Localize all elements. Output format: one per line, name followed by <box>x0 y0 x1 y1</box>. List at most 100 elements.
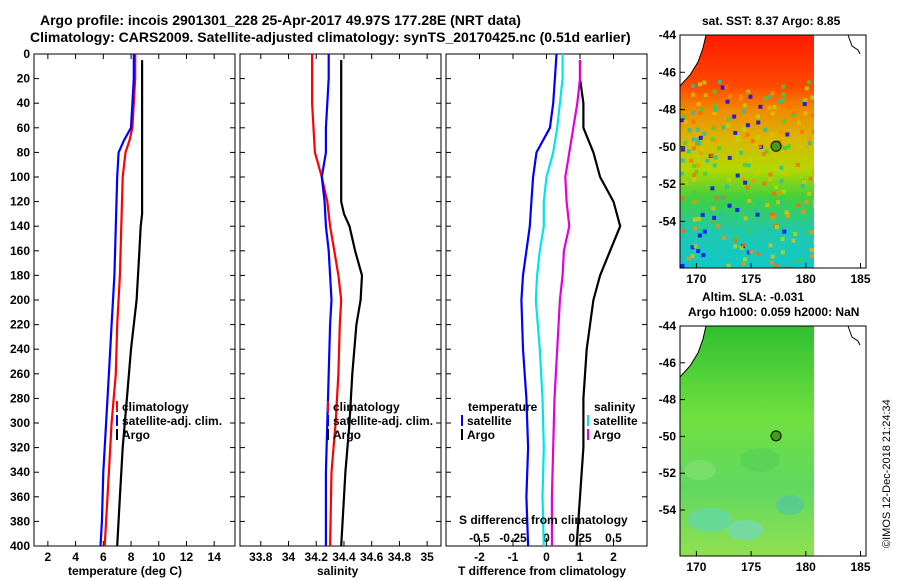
sst-pixel <box>735 138 740 143</box>
sla-no-data-region <box>814 326 866 556</box>
sst-pixel <box>765 203 770 208</box>
sst-pixel <box>697 233 702 238</box>
sst-pixel <box>690 83 695 88</box>
sst-pixel <box>774 225 779 230</box>
sst-pixel <box>722 235 727 240</box>
sst-pixel <box>770 111 775 116</box>
sst-pixel <box>686 256 691 261</box>
series-t-argo <box>575 60 622 547</box>
sst-pixel <box>735 152 740 157</box>
sst-pixel <box>725 99 730 104</box>
depth-tick-label: 120 <box>10 195 30 209</box>
series-climatology <box>103 54 137 547</box>
sst-pixel <box>761 152 766 157</box>
sst-pixel <box>744 92 749 97</box>
depth-axis: 0 20 40 60 80 100 120 140 160 180 200 220 240 260 280 3… <box>10 47 30 553</box>
sst-pixel <box>791 113 796 118</box>
sla-map-title: Altim. SLA: -0.031 <box>702 290 804 304</box>
x-tick-label: 1 <box>577 550 584 564</box>
sst-pixel <box>812 203 814 208</box>
sst-pixel <box>751 179 756 184</box>
sst-pixel <box>718 196 723 201</box>
sst-pixel <box>696 249 701 254</box>
sst-pixel <box>801 179 806 184</box>
x-tick-label: 14 <box>208 550 222 564</box>
legend-label-satellite: satellite-adj. clim. <box>333 414 433 428</box>
series-argo <box>340 60 364 547</box>
sst-pixel <box>742 127 747 132</box>
sla-anomaly <box>688 508 732 532</box>
sst-pixel <box>745 132 750 137</box>
sla-blobs <box>684 448 804 540</box>
sst-coastline <box>847 34 861 55</box>
sst-pixel <box>770 91 775 96</box>
map-y-tick-label: -46 <box>659 356 677 370</box>
sst-pixel <box>711 219 716 224</box>
sst-pixel <box>808 176 813 181</box>
depth-tick-label: 60 <box>17 121 31 135</box>
sst-pixel <box>705 158 710 163</box>
sst-pixel <box>785 266 790 268</box>
sst-pixel <box>724 85 729 90</box>
sst-pixel <box>787 105 792 110</box>
sst-pixel <box>711 126 716 131</box>
difference-legend-salinity: salinity satellite Argo <box>587 400 638 442</box>
sst-pixel <box>686 149 691 154</box>
legend-label-s-argo: Argo <box>593 428 621 442</box>
sst-pixel <box>774 185 779 190</box>
sst-pixel <box>697 216 702 221</box>
x-tick-label: 34.2 <box>305 550 329 564</box>
sst-pixel <box>683 140 688 145</box>
sst-pixel <box>748 94 753 99</box>
sst-pixel <box>795 162 800 167</box>
sla-map-axes: 170 175 180 185 -44 -46 -48 -50 -52 -54 <box>659 319 871 574</box>
s-x-tick-label: -0.5 <box>469 531 490 545</box>
sst-pixel <box>800 99 805 104</box>
sst-pixel <box>709 153 714 158</box>
sst-pixel <box>771 212 776 217</box>
legend-header-temperature: temperature <box>468 400 538 414</box>
sst-pixel <box>785 132 790 137</box>
sla-anomaly <box>727 520 763 540</box>
sst-pixel <box>813 82 814 87</box>
sst-pixel <box>734 234 739 239</box>
temperature-panel: 2 4 6 8 10 12 14 <box>34 53 235 564</box>
sst-pixel <box>808 194 813 199</box>
sla-anomaly <box>776 495 804 515</box>
sst-pixel <box>693 217 698 222</box>
sst-pixel <box>807 137 812 142</box>
title-line-1: Argo profile: incois 2901301_228 25-Apr-… <box>40 12 521 28</box>
sst-pixel <box>800 184 805 189</box>
temperature-plot-frame <box>33 53 236 547</box>
sst-pixel <box>691 137 696 142</box>
sst-pixel <box>733 238 738 243</box>
depth-tick-label: 260 <box>10 367 30 381</box>
sla-map: Altim. SLA: -0.031 Argo h1000: 0.059 h20… <box>659 290 871 574</box>
sst-pixel <box>755 212 760 217</box>
sst-pixel <box>745 123 750 128</box>
sst-no-data-region <box>814 35 866 268</box>
depth-tick-label: 100 <box>10 170 30 184</box>
sst-pixel <box>779 179 784 184</box>
sst-pixel <box>690 254 695 259</box>
sst-pixel <box>804 86 809 91</box>
sst-pixel <box>738 94 743 99</box>
sst-pixel <box>799 144 804 149</box>
series-s-satellite <box>534 54 564 547</box>
sst-pixel <box>680 196 685 201</box>
sst-noise <box>680 80 814 268</box>
sst-pixel <box>716 146 721 151</box>
sst-pixel <box>743 180 748 185</box>
sst-pixel <box>800 129 805 134</box>
sst-pixel <box>739 245 744 250</box>
sst-pixel <box>743 134 748 139</box>
sst-pixel <box>767 177 772 182</box>
sst-pixel <box>742 162 747 167</box>
sst-pixel <box>807 80 812 85</box>
argo-position-marker <box>770 140 782 152</box>
sla-anomaly <box>740 448 780 472</box>
depth-tick-label: 20 <box>17 72 31 86</box>
sst-pixel <box>772 105 777 110</box>
sst-pixel <box>726 116 731 121</box>
sst-pixel <box>784 210 789 215</box>
